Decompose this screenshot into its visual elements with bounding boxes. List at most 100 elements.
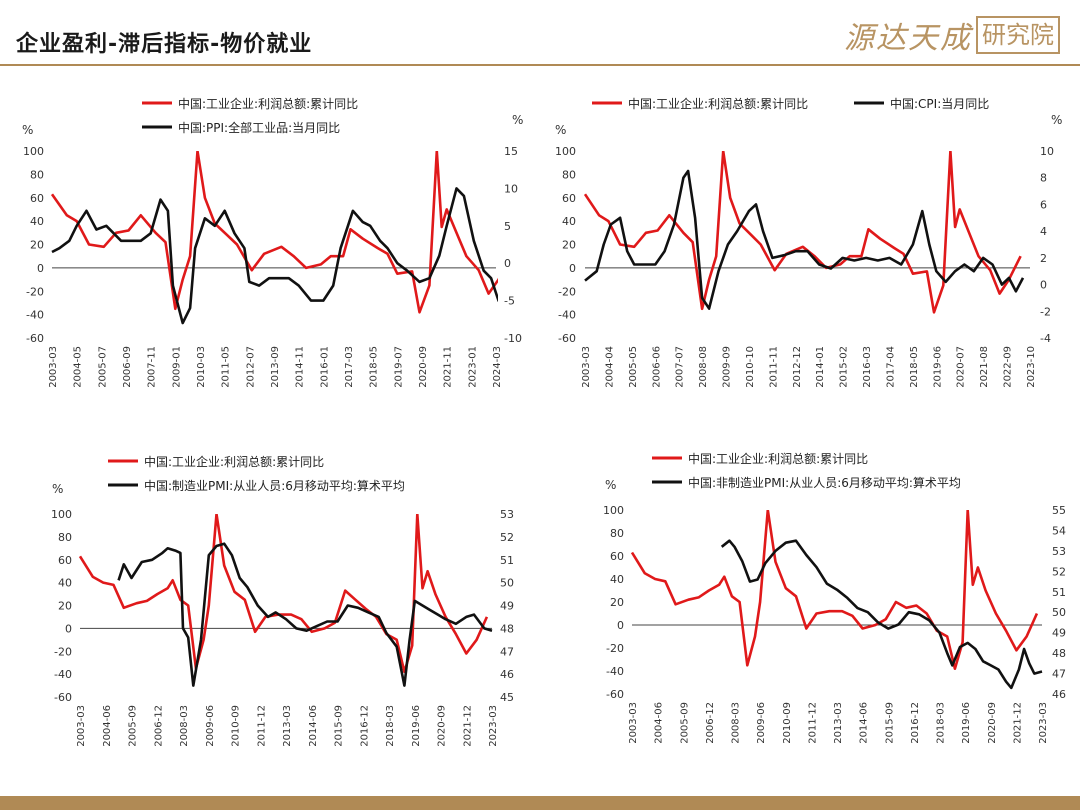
chart-2-x-label-7: 2011-12	[256, 705, 267, 747]
chart-0-left-tick-7: -40	[26, 309, 44, 322]
chart-2-left-tick-1: 80	[58, 531, 72, 544]
chart-2-right-tick-6: 47	[500, 645, 514, 658]
header-rule	[0, 64, 1080, 66]
chart-0-left-tick-3: 40	[30, 215, 44, 228]
chart-0-x-label-16: 2021-11	[443, 346, 454, 388]
chart-3-x-label-1: 2004-06	[654, 702, 665, 744]
chart-0-legend-label-1: 中国:PPI:全部工业品:当月同比	[178, 120, 340, 135]
chart-3-left-tick-1: 80	[610, 527, 624, 540]
chart-1-x-label-4: 2007-07	[675, 346, 686, 388]
chart-3-x-label-15: 2021-12	[1012, 702, 1023, 744]
chart-1-x-label-18: 2022-09	[1003, 346, 1014, 388]
chart-1-left-tick-3: 40	[562, 215, 576, 228]
brand-box: 研究院	[976, 16, 1060, 54]
chart-1-left-tick-2: 60	[562, 192, 576, 205]
chart-1-left-tick-8: -60	[558, 332, 576, 345]
chart-1-x-label-5: 2008-08	[698, 346, 709, 388]
chart-0-x-label-12: 2017-03	[344, 346, 355, 388]
chart-1-left-tick-6: -20	[558, 285, 576, 298]
chart-2-x-label-14: 2020-09	[437, 705, 448, 747]
chart-3-right-tick-0: 55	[1052, 504, 1066, 517]
chart-1-right-tick-1: 8	[1040, 172, 1047, 185]
chart-3-left-tick-2: 60	[610, 550, 624, 563]
chart-2-left-tick-0: 100	[51, 508, 72, 521]
chart-1-legend-label-0: 中国:工业企业:利润总额:累计同比	[628, 96, 808, 111]
chart-1-x-label-17: 2021-08	[979, 346, 990, 388]
chart-2-right-tick-5: 48	[500, 622, 514, 635]
chart-1-x-label-10: 2014-01	[815, 346, 826, 388]
chart-2-x-label-16: 2023-03	[488, 705, 499, 747]
chart-0-x-label-5: 2009-01	[171, 346, 182, 388]
chart-1-x-label-2: 2005-05	[628, 346, 639, 388]
chart-2-series-0-line	[78, 514, 489, 674]
chart-2-x-label-0: 2003-03	[76, 705, 87, 747]
chart-2-left-tick-5: 0	[65, 622, 72, 635]
chart-2-left-tick-4: 20	[58, 600, 72, 613]
chart-2-right-tick-0: 53	[500, 508, 514, 521]
chart-1-x-label-16: 2020-07	[956, 346, 967, 388]
chart-3-right-tick-5: 50	[1052, 606, 1066, 619]
chart-2-legend-label-1: 中国:制造业PMI:从业人员:6月移动平均:算术平均	[144, 478, 405, 493]
chart-1-x-label-12: 2016-03	[862, 346, 873, 388]
chart-0-legend-label-0: 中国:工业企业:利润总额:累计同比	[178, 96, 358, 111]
chart-2-x-label-15: 2021-12	[462, 705, 473, 747]
chart-0-x-label-13: 2018-05	[369, 346, 380, 388]
chart-3-right-tick-6: 49	[1052, 627, 1066, 640]
chart-1-series-0-line	[583, 151, 1022, 314]
chart-2-left-unit: %	[52, 482, 63, 496]
chart-0-x-label-4: 2007-11	[147, 346, 158, 388]
chart-1-x-label-8: 2011-11	[768, 346, 779, 388]
chart-3-right-tick-8: 47	[1052, 668, 1066, 681]
chart-0-right-tick-4: -5	[504, 295, 515, 308]
chart-2-left-tick-3: 40	[58, 577, 72, 590]
chart-1-left-tick-7: -40	[558, 309, 576, 322]
chart-0-x-label-15: 2020-09	[418, 346, 429, 388]
chart-0-x-label-10: 2014-11	[295, 346, 306, 388]
chart-0-series-1-line	[51, 187, 498, 325]
chart-3-left-tick-8: -60	[606, 688, 624, 701]
chart-0-x-label-9: 2013-09	[270, 346, 281, 388]
chart-1-right-tick-3: 4	[1040, 225, 1047, 238]
chart-3-legend-label-1: 中国:非制造业PMI:从业人员:6月移动平均:算术平均	[688, 475, 961, 490]
chart-1-left-tick-5: 0	[569, 262, 576, 275]
chart-2-x-label-11: 2016-12	[359, 705, 370, 747]
chart-1-x-label-7: 2010-10	[745, 346, 756, 388]
chart-0-left-tick-6: -20	[26, 285, 44, 298]
chart-3-legend-label-0: 中国:工业企业:利润总额:累计同比	[688, 451, 868, 466]
chart-2-x-label-5: 2009-06	[205, 705, 216, 747]
chart-0-right-tick-0: 15	[504, 145, 518, 158]
chart-3-x-label-8: 2013-03	[833, 702, 844, 744]
chart-2-right-tick-1: 52	[500, 531, 514, 544]
chart-3-right-tick-4: 51	[1052, 586, 1066, 599]
chart-0-left-tick-4: 20	[30, 239, 44, 252]
chart-1-right-tick-7: -4	[1040, 332, 1051, 345]
chart-2-x-label-10: 2015-09	[334, 705, 345, 747]
chart-0-x-label-6: 2010-03	[196, 346, 207, 388]
chart-1-series-1-line	[584, 169, 1025, 310]
chart-2-x-label-2: 2005-09	[128, 705, 139, 747]
chart-0-right-unit: %	[512, 113, 523, 127]
chart-1-right-tick-2: 6	[1040, 198, 1047, 211]
chart-2-right-tick-3: 50	[500, 577, 514, 590]
chart-3-left-tick-5: 0	[617, 619, 624, 632]
chart-3-x-label-16: 2023-03	[1038, 702, 1049, 744]
chart-3-x-label-9: 2014-06	[859, 702, 870, 744]
chart-3-series-0-line	[630, 510, 1039, 670]
chart-3-left-tick-7: -40	[606, 665, 624, 678]
chart-0-left-unit: %	[22, 123, 33, 137]
chart-2-right-tick-2: 51	[500, 554, 514, 567]
chart-0-left-tick-5: 0	[37, 262, 44, 275]
chart-0-right-tick-1: 10	[504, 182, 518, 195]
chart-0-left-tick-8: -60	[26, 332, 44, 345]
page-header: 企业盈利-滞后指标-物价就业 源达天成 研究院	[0, 0, 1080, 66]
chart-3-x-label-12: 2018-03	[936, 702, 947, 744]
chart-2-right-tick-7: 46	[500, 668, 514, 681]
brand-name: 源达天成	[844, 21, 972, 56]
chart-0-x-label-18: 2024-03	[492, 346, 503, 388]
chart-1-left-tick-0: 100	[555, 145, 576, 158]
chart-3-left-tick-3: 40	[610, 573, 624, 586]
chart-2-legend-label-0: 中国:工业企业:利润总额:累计同比	[144, 454, 324, 469]
